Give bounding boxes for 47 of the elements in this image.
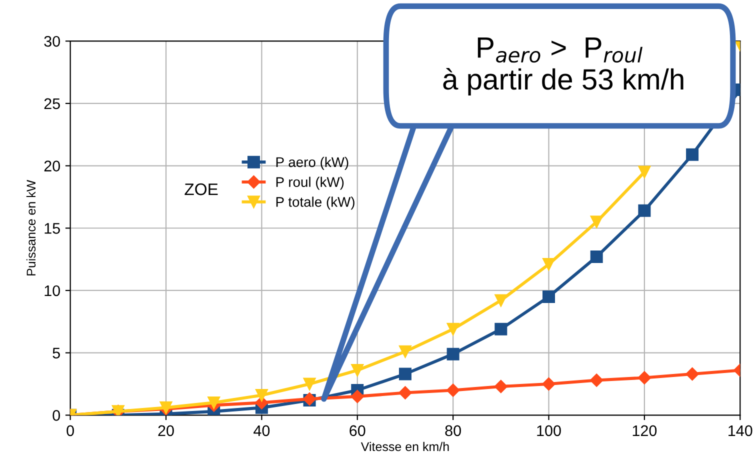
x-axis-title: Vitesse en km/h [360,442,449,452]
point [398,386,412,400]
x-tick-label: 40 [254,425,270,436]
y-axis-title: Puissance en kW [26,180,36,276]
point [398,368,412,380]
y-tick-label: 5 [52,348,60,359]
point [686,148,699,161]
point [446,348,460,360]
point [398,345,412,358]
y-tick-label: 25 [44,98,60,110]
point [208,396,220,409]
point [638,371,652,384]
y-tick-label: 20 [44,160,60,172]
y-tick-label: 30 [44,36,60,47]
legend-label: P aero (kW) [276,156,348,170]
x-tick-label: 20 [158,425,174,436]
point [351,364,364,377]
point [638,166,651,178]
point [350,390,364,404]
x-tick-label: 60 [350,425,366,436]
point [446,322,460,336]
point [590,374,604,387]
x-tick-label: 140 [728,425,752,436]
point [446,384,460,397]
point [638,204,651,217]
y-tick-label: 0 [52,410,60,421]
y-tick-label: 10 [44,285,60,296]
point [494,322,508,336]
annotation: P$_{aero}$ > P$_{roul}$ à partir de 53 km/h [443,38,684,96]
legend-label: P roul (kW) [276,176,344,190]
x-tick-label: 80 [445,425,461,436]
point [494,380,508,394]
point [590,216,603,228]
x-tick-label: 100 [537,425,561,436]
point [542,377,556,391]
point [542,258,555,271]
point [255,388,268,402]
legend-label: P totale (kW) [276,196,354,210]
annotation: ZOE [184,183,218,196]
x-tick-label: 120 [632,425,657,436]
y-tick-label: 15 [44,223,60,234]
point [686,367,699,381]
point [303,378,316,390]
point [590,250,603,264]
x-tick-label: 0 [66,425,74,436]
point [494,294,508,307]
point [542,290,555,303]
